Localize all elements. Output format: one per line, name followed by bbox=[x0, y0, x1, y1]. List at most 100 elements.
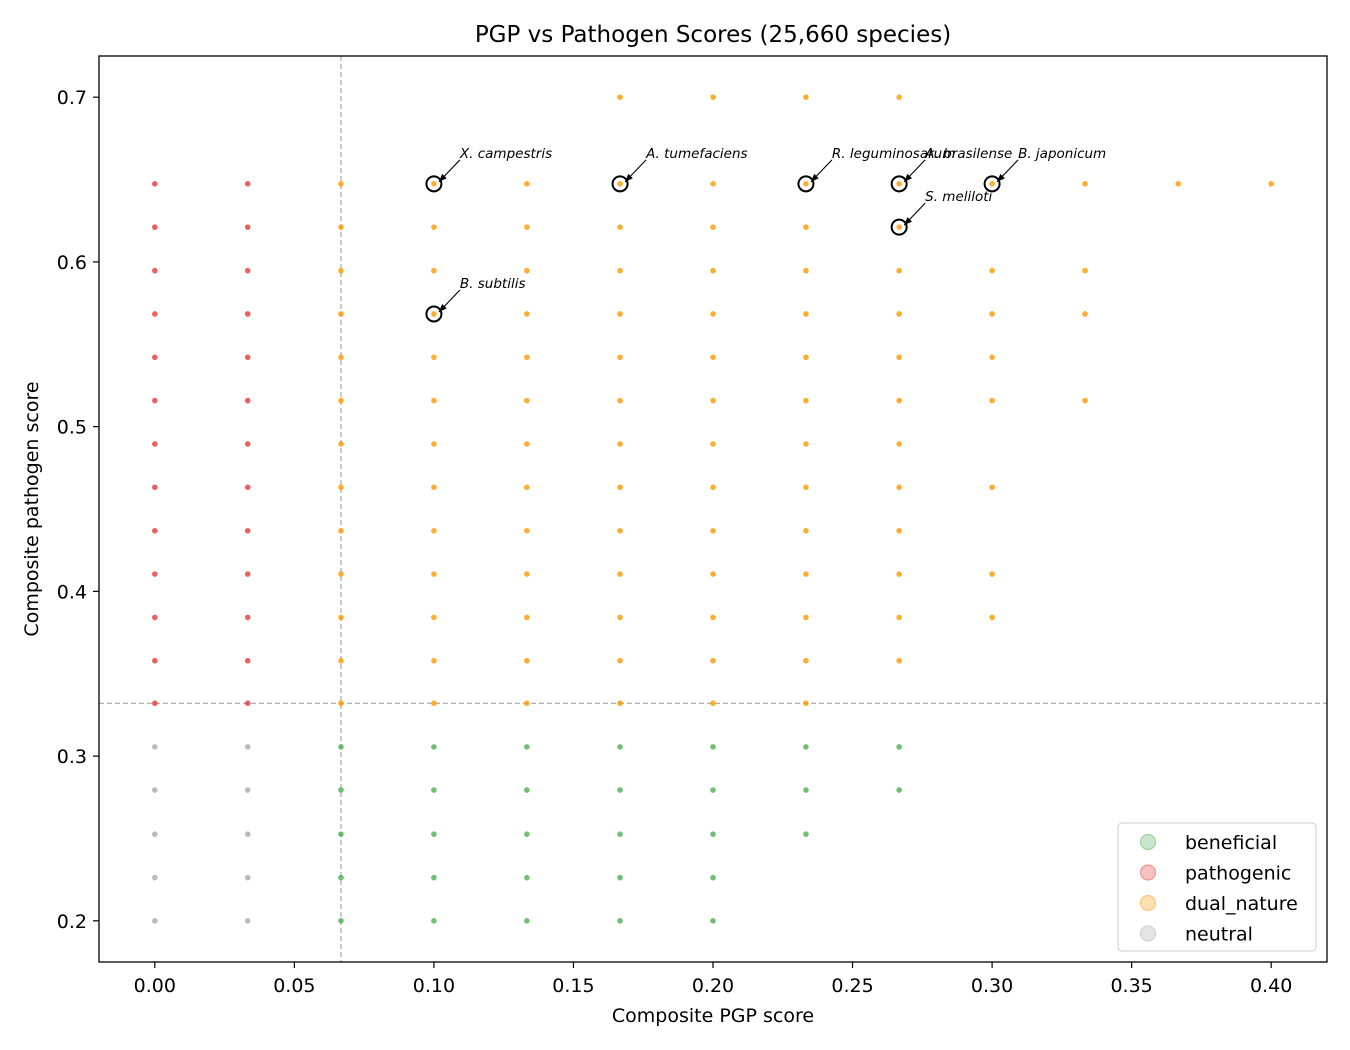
data-point bbox=[431, 831, 437, 837]
data-point bbox=[431, 354, 437, 361]
data-point bbox=[989, 181, 995, 187]
data-point bbox=[431, 267, 437, 274]
data-point bbox=[338, 831, 344, 837]
data-point bbox=[524, 657, 530, 664]
data-point bbox=[338, 874, 344, 881]
data-point bbox=[338, 571, 344, 577]
data-point bbox=[338, 527, 344, 534]
data-point bbox=[989, 267, 995, 274]
data-point bbox=[617, 527, 623, 534]
data-point bbox=[896, 354, 902, 361]
highlight-ring bbox=[797, 175, 815, 193]
data-point bbox=[896, 744, 902, 750]
data-point bbox=[524, 397, 530, 404]
data-point bbox=[524, 224, 530, 230]
annotation: A. tumefaciens bbox=[611, 146, 748, 193]
x-axis-label: Composite PGP score bbox=[612, 1005, 814, 1027]
data-point bbox=[617, 484, 623, 491]
data-point bbox=[431, 311, 437, 317]
annotation: A. brasilense bbox=[890, 146, 1012, 193]
data-point bbox=[896, 657, 902, 664]
data-point bbox=[152, 918, 158, 924]
data-point bbox=[803, 94, 809, 100]
annotation: S. meliloti bbox=[890, 189, 993, 236]
data-point bbox=[338, 657, 344, 664]
data-point bbox=[617, 571, 623, 577]
data-point bbox=[617, 441, 623, 447]
data-point bbox=[710, 527, 716, 534]
data-point bbox=[710, 311, 716, 317]
data-point bbox=[617, 918, 623, 924]
data-point bbox=[152, 224, 158, 230]
data-point bbox=[338, 267, 344, 274]
legend-marker bbox=[1139, 894, 1157, 912]
legend-marker bbox=[1139, 833, 1157, 851]
y-axis-label: Composite pathogen score bbox=[21, 381, 43, 636]
data-point bbox=[431, 484, 437, 491]
axis-ticks: 0.00 0.05 0.10 0.15 0.20 0.25 0.30 0.35 0.40 0.2 0… bbox=[57, 87, 1293, 997]
data-point bbox=[710, 354, 716, 361]
data-point bbox=[617, 397, 623, 404]
data-point bbox=[896, 181, 902, 187]
data-point bbox=[896, 614, 902, 621]
data-point bbox=[710, 787, 716, 793]
data-point bbox=[152, 874, 158, 881]
data-point bbox=[524, 831, 530, 837]
data-point bbox=[896, 571, 902, 577]
data-point bbox=[710, 614, 716, 621]
data-point bbox=[431, 181, 437, 187]
data-point bbox=[803, 484, 809, 491]
chart-title: PGP vs Pathogen Scores (25,660 species) bbox=[475, 22, 951, 48]
data-point bbox=[803, 181, 809, 187]
series-beneficial bbox=[338, 744, 902, 924]
data-point bbox=[896, 787, 902, 793]
data-point bbox=[989, 614, 995, 621]
data-point bbox=[524, 614, 530, 621]
data-point bbox=[710, 224, 716, 230]
annotation-arrowhead bbox=[438, 303, 447, 312]
data-point bbox=[1082, 397, 1088, 404]
data-point bbox=[617, 787, 623, 793]
data-point bbox=[1175, 181, 1182, 187]
data-point bbox=[803, 311, 809, 317]
y-tick-label: 0.5 bbox=[57, 417, 87, 439]
data-point bbox=[244, 831, 251, 837]
legend-box bbox=[1117, 822, 1317, 952]
data-point bbox=[431, 571, 437, 577]
data-point bbox=[431, 224, 437, 230]
x-tick-label: 0.35 bbox=[1110, 975, 1152, 997]
data-point bbox=[244, 181, 251, 187]
series-pathogenic bbox=[152, 181, 251, 707]
data-point bbox=[524, 874, 530, 881]
annotation-label: S. meliloti bbox=[925, 189, 992, 205]
legend-label: neutral bbox=[1185, 924, 1253, 946]
data-point bbox=[896, 311, 902, 317]
data-point bbox=[803, 657, 809, 664]
data-point bbox=[989, 571, 995, 577]
annotation-label: B. subtilis bbox=[460, 276, 526, 292]
data-point bbox=[431, 441, 437, 447]
data-point bbox=[524, 571, 530, 577]
annotation-arrowhead bbox=[625, 173, 633, 182]
annotation-arrowhead bbox=[997, 173, 1005, 182]
data-point bbox=[338, 397, 344, 404]
data-point bbox=[524, 527, 530, 534]
data-point bbox=[524, 700, 530, 707]
data-point bbox=[338, 614, 344, 621]
legend-marker bbox=[1139, 864, 1157, 881]
data-point bbox=[524, 441, 530, 447]
data-point bbox=[244, 397, 251, 404]
data-point bbox=[896, 224, 902, 230]
data-point bbox=[710, 831, 716, 837]
data-point bbox=[617, 874, 623, 881]
data-point bbox=[896, 527, 902, 534]
annotation-label: A. brasilense bbox=[924, 146, 1012, 162]
data-point bbox=[338, 918, 344, 924]
data-point bbox=[152, 657, 158, 664]
data-point bbox=[152, 267, 158, 274]
annotation: B. subtilis bbox=[425, 276, 526, 323]
series-neutral bbox=[152, 744, 251, 924]
plot-area bbox=[99, 56, 1327, 962]
annotation: B. japonicum bbox=[983, 146, 1106, 193]
data-point bbox=[617, 181, 623, 187]
